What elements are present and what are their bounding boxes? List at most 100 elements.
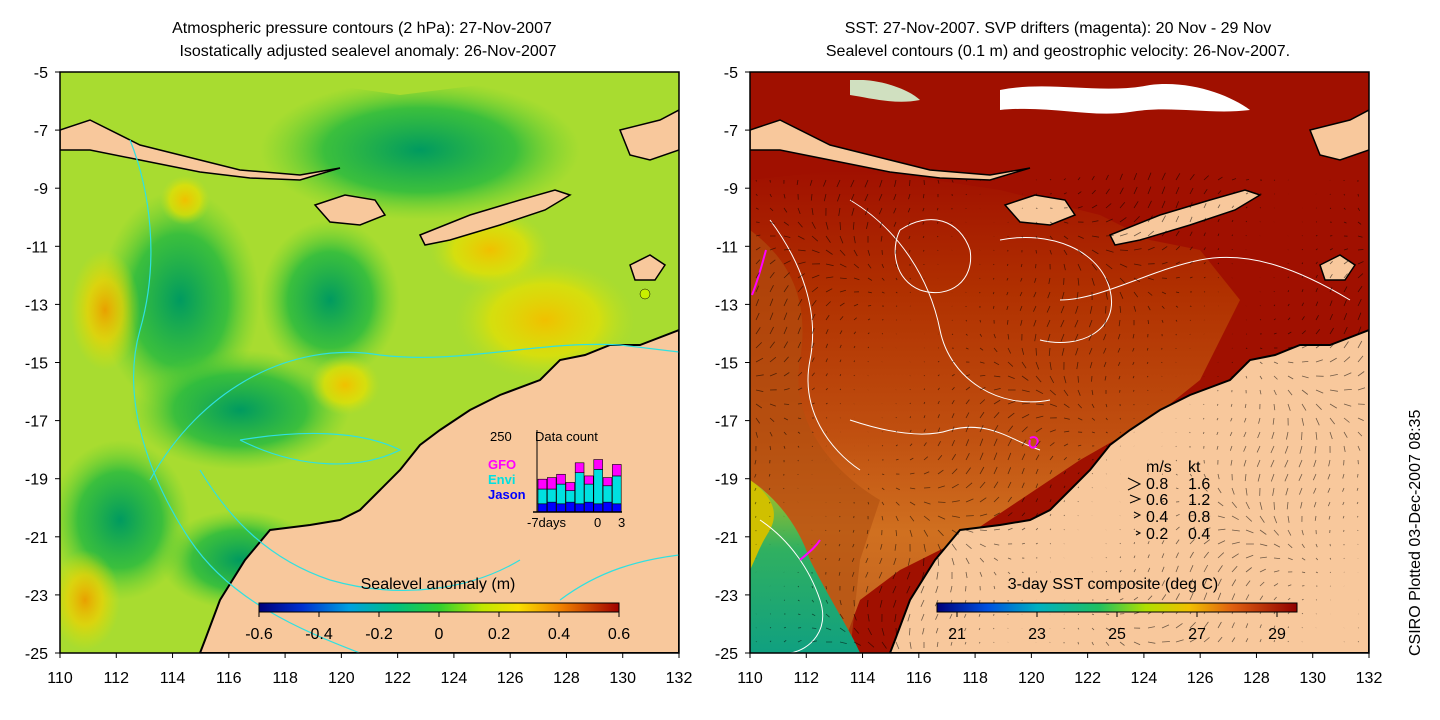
right-y-tick-label: -17 (715, 414, 738, 431)
right-map-axes: 110 112 114 116 118 120 122 124 126 128 130 132 -5 -7… (715, 65, 1383, 687)
inset-bar-jason (602, 501, 613, 513)
right-y-tick-label: -25 (715, 646, 738, 663)
left-y-tick-label: -11 (26, 239, 48, 256)
left-x-tick-label: 118 (272, 670, 298, 687)
left-y-tick-label: -15 (25, 356, 48, 373)
right-x-tick-label: 110 (737, 670, 763, 687)
vel-legend-kt-0: 1.6 (1188, 476, 1210, 493)
right-colorbar-ramp (936, 602, 1298, 613)
inset-bar-envi (612, 475, 622, 505)
inset-bar-envi (584, 483, 594, 503)
right-y-tick-label: -11 (716, 239, 738, 256)
left-colorbar-ramp (258, 602, 620, 613)
right-x-tick-label: 116 (906, 670, 932, 687)
vel-legend-ms-2: 0.4 (1146, 509, 1168, 526)
inset-bar-envi (556, 483, 566, 505)
left-y-tick-label: -19 (25, 472, 48, 489)
inset-legend-gfo: GFO (488, 457, 516, 472)
inset-bar-envi (537, 488, 548, 505)
left-x-tick-label: 132 (666, 670, 693, 687)
left-x-tick-label: 124 (441, 670, 468, 687)
left-map-field (60, 72, 679, 653)
right-x-tick-label: 118 (962, 670, 988, 687)
left-x-tick-label: 122 (384, 670, 411, 687)
vel-arrow-0-4 (1133, 511, 1142, 519)
right-title-line2: Sealevel contours (0.1 m) and geostrophi… (826, 43, 1290, 60)
right-map-field (750, 72, 1369, 653)
left-x-tick-label: 110 (47, 670, 73, 687)
right-y-tick-label: -7 (724, 123, 738, 140)
left-map-panel: Atmospheric pressure contours (2 hPa): 2… (59, 20, 680, 654)
right-x-tick-label: 112 (794, 670, 820, 687)
left-y-tick-label: -13 (25, 297, 48, 314)
velocity-legend: m/s kt 0.8 1.6 0.6 1.2 0.4 0.8 0.2 0.4 (1127, 459, 1210, 543)
right-colorbar-tick-label: 23 (1028, 626, 1046, 643)
right-x-tick-label: 124 (1131, 670, 1158, 687)
left-y-tick-label: -7 (34, 123, 48, 140)
right-y-tick-label: -13 (715, 297, 738, 314)
inset-bar-envi (593, 469, 603, 505)
vel-legend-ms-1: 0.6 (1146, 492, 1168, 509)
right-colorbar-tick-label: 21 (948, 626, 966, 643)
right-colorbar-tick-label: 29 (1268, 626, 1286, 643)
right-x-tick-label: 126 (1187, 670, 1214, 687)
vel-arrow-0-2 (1135, 530, 1142, 536)
inset-bar-jason (584, 501, 594, 513)
left-colorbar-tick-label: 0.2 (488, 626, 510, 643)
inset-bar-jason (612, 503, 622, 513)
right-y-tick-label: -5 (724, 65, 738, 82)
mooring-marker (639, 288, 651, 300)
left-title-line1: Atmospheric pressure contours (2 hPa): 2… (172, 20, 552, 37)
right-map-panel: SST: 27-Nov-2007. SVP drifters (magenta)… (749, 20, 1370, 654)
inset-bars (537, 459, 622, 513)
inset-bar-gfo (556, 473, 566, 485)
left-y-tick-label: -21 (25, 530, 48, 547)
left-colorbar: Sealevel anomaly (m) -0.6 -0.4 -0.2 0 0.2 0.4… (245, 576, 630, 643)
vel-legend-header-kt: kt (1188, 459, 1201, 476)
geostrophic-velocity-arrows (754, 172, 1366, 650)
right-y-tick-label: -9 (724, 181, 738, 198)
inset-title: Data count (535, 429, 598, 444)
inset-bar-envi (602, 485, 613, 503)
left-x-tick-label: 130 (609, 670, 636, 687)
left-y-tick-label: -23 (25, 588, 48, 605)
left-x-tick-label: 120 (328, 670, 355, 687)
right-colorbar-tick-label: 27 (1188, 626, 1206, 643)
inset-bar-gfo (593, 459, 603, 470)
inset-bar-jason (556, 503, 566, 513)
left-colorbar-tick-label: -0.4 (305, 626, 333, 643)
inset-bar-envi (565, 490, 576, 503)
vel-legend-ms-0: 0.8 (1146, 476, 1168, 493)
left-colorbar-tick-label: 0 (435, 626, 444, 643)
inset-bar-envi (574, 472, 585, 505)
left-colorbar-tick-label: -0.2 (365, 626, 393, 643)
vel-arrow-0-8 (1127, 477, 1142, 491)
left-y-tick-label: -25 (25, 646, 48, 663)
left-x-tick-label: 114 (160, 670, 186, 687)
inset-bar-jason (546, 501, 557, 513)
left-x-tick-label: 116 (216, 670, 242, 687)
inset-x-mid: 0 (594, 515, 601, 530)
right-x-tick-label: 132 (1356, 670, 1383, 687)
left-y-tick-label: -17 (25, 414, 48, 431)
right-x-tick-label: 128 (1243, 670, 1270, 687)
inset-bar-gfo (612, 464, 622, 477)
right-x-tick-label: 120 (1018, 670, 1045, 687)
left-x-tick-label: 112 (104, 670, 130, 687)
vel-legend-ms-3: 0.2 (1146, 526, 1168, 543)
inset-bar-gfo (584, 475, 594, 485)
left-colorbar-label: Sealevel anomaly (m) (361, 576, 516, 593)
vel-legend-kt-2: 0.8 (1188, 509, 1210, 526)
inset-max-label: 250 (490, 429, 512, 444)
left-map-axes: 110 112 114 116 118 120 122 124 126 128 130 132 -5 -7… (25, 65, 693, 687)
vel-legend-header-ms: m/s (1146, 459, 1172, 476)
data-count-inset: 250 Data count GFO Envi Jason -7days 0 3 (488, 429, 625, 530)
inset-bar-gfo (565, 482, 576, 491)
right-x-tick-label: 122 (1074, 670, 1101, 687)
inset-bar-jason (537, 503, 548, 513)
right-title-line1: SST: 27-Nov-2007. SVP drifters (magenta)… (845, 20, 1272, 37)
left-y-tick-label: -5 (34, 65, 48, 82)
left-x-tick-label: 126 (497, 670, 524, 687)
inset-bar-gfo (546, 477, 557, 490)
